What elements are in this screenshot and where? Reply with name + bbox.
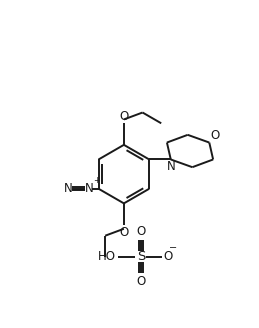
- Text: HO: HO: [98, 250, 116, 263]
- Text: O: O: [119, 110, 128, 123]
- Text: N: N: [166, 160, 175, 173]
- Text: S: S: [137, 250, 145, 263]
- Text: N: N: [64, 182, 73, 195]
- Text: N: N: [85, 182, 94, 195]
- Text: O: O: [119, 226, 128, 239]
- Text: O: O: [163, 250, 172, 263]
- Text: O: O: [210, 129, 219, 142]
- Text: +: +: [93, 176, 100, 185]
- Text: O: O: [136, 225, 146, 238]
- Text: −: −: [169, 243, 177, 253]
- Text: O: O: [136, 275, 146, 288]
